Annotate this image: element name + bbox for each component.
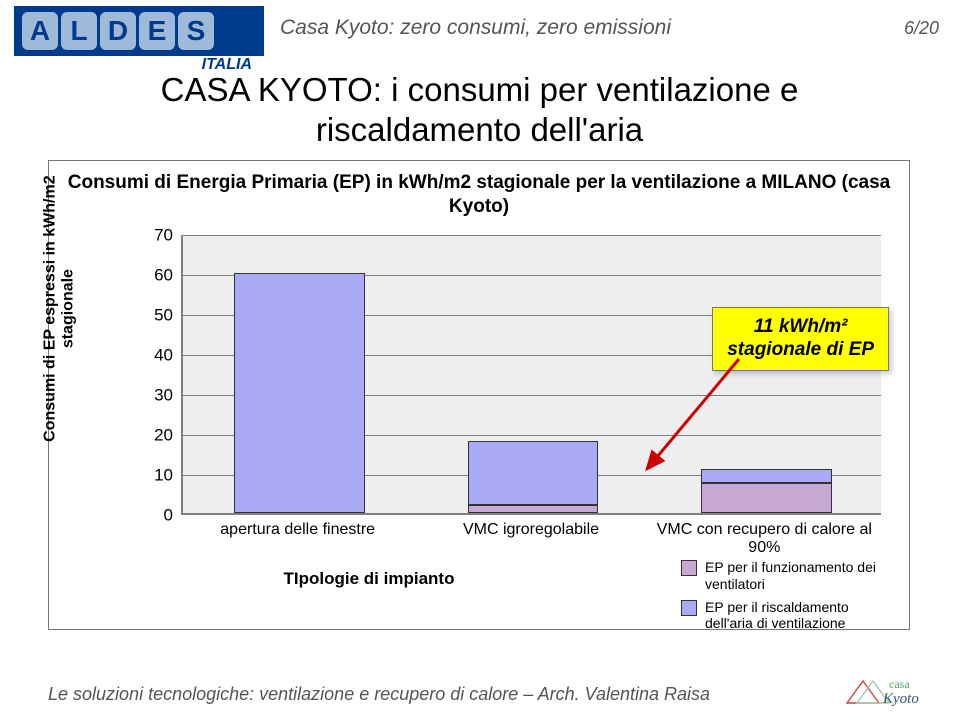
legend-label: EP per il riscaldamento dell'aria di ven…	[705, 599, 891, 633]
svg-text:Kyoto: Kyoto	[882, 691, 919, 707]
x-category-label: VMC con recupero di calore al 90%	[648, 521, 881, 558]
y-axis-label: Consumi di EP espressi in kWh/m2 stagion…	[41, 169, 76, 449]
slide-title: CASA KYOTO: i consumi per ventilazione e…	[60, 70, 899, 149]
y-tick-label: 20	[133, 427, 173, 444]
y-tick-label: 30	[133, 387, 173, 404]
y-tick-label: 70	[133, 227, 173, 244]
legend-item: EP per il riscaldamento dell'aria di ven…	[681, 599, 891, 633]
legend-swatch	[681, 600, 697, 616]
header-bar: Casa Kyoto: zero consumi, zero emissioni…	[280, 14, 939, 42]
header-title: Casa Kyoto: zero consumi, zero emissioni	[280, 16, 671, 40]
page-number: 6/20	[904, 18, 939, 39]
y-tick-label: 60	[133, 267, 173, 284]
legend-item: EP per il funzionamento dei ventilatori	[681, 559, 891, 593]
slide: ALDES ITALIA Casa Kyoto: zero consumi, z…	[0, 0, 959, 719]
callout-line2: stagionale di EP	[727, 339, 874, 362]
chart-title: Consumi di Energia Primaria (EP) in kWh/…	[49, 171, 909, 219]
y-tick-label: 0	[133, 507, 173, 524]
chart-container: Consumi di Energia Primaria (EP) in kWh/…	[48, 160, 910, 630]
brand-logo-letter: A	[22, 12, 58, 50]
brand-logo: ALDES ITALIA	[14, 6, 264, 72]
y-tick-label: 10	[133, 467, 173, 484]
brand-logo-bar: ALDES	[14, 6, 264, 56]
plot-area	[181, 235, 881, 515]
bar-segment	[701, 483, 832, 513]
brand-logo-letter: E	[139, 12, 175, 50]
callout-line1: 11 kWh/m²	[727, 316, 874, 339]
corner-logo: casa Kyoto	[839, 669, 931, 709]
bar-segment	[234, 273, 365, 513]
footer-text: Le soluzioni tecnologiche: ventilazione …	[48, 684, 829, 705]
legend: EP per il funzionamento dei ventilatori E…	[681, 559, 891, 638]
legend-swatch	[681, 560, 697, 576]
bar-segment	[468, 441, 599, 505]
bar-segment	[468, 505, 599, 513]
bar-group	[468, 233, 599, 513]
callout-box: 11 kWh/m² stagionale di EP	[712, 307, 889, 371]
bar-segment	[701, 469, 832, 483]
bar-group	[701, 233, 832, 513]
brand-logo-letter: S	[178, 12, 214, 50]
legend-label: EP per il funzionamento dei ventilatori	[705, 559, 891, 593]
x-category-label: VMC igroregolabile	[414, 521, 647, 539]
brand-logo-letter: L	[61, 12, 97, 50]
x-axis-label: TIpologie di impianto	[49, 569, 689, 589]
x-category-label: apertura delle finestre	[181, 521, 414, 539]
svg-text:casa: casa	[889, 677, 910, 691]
bar-group	[234, 233, 365, 513]
y-tick-label: 40	[133, 347, 173, 364]
y-tick-label: 50	[133, 307, 173, 324]
brand-logo-letter: D	[100, 12, 136, 50]
